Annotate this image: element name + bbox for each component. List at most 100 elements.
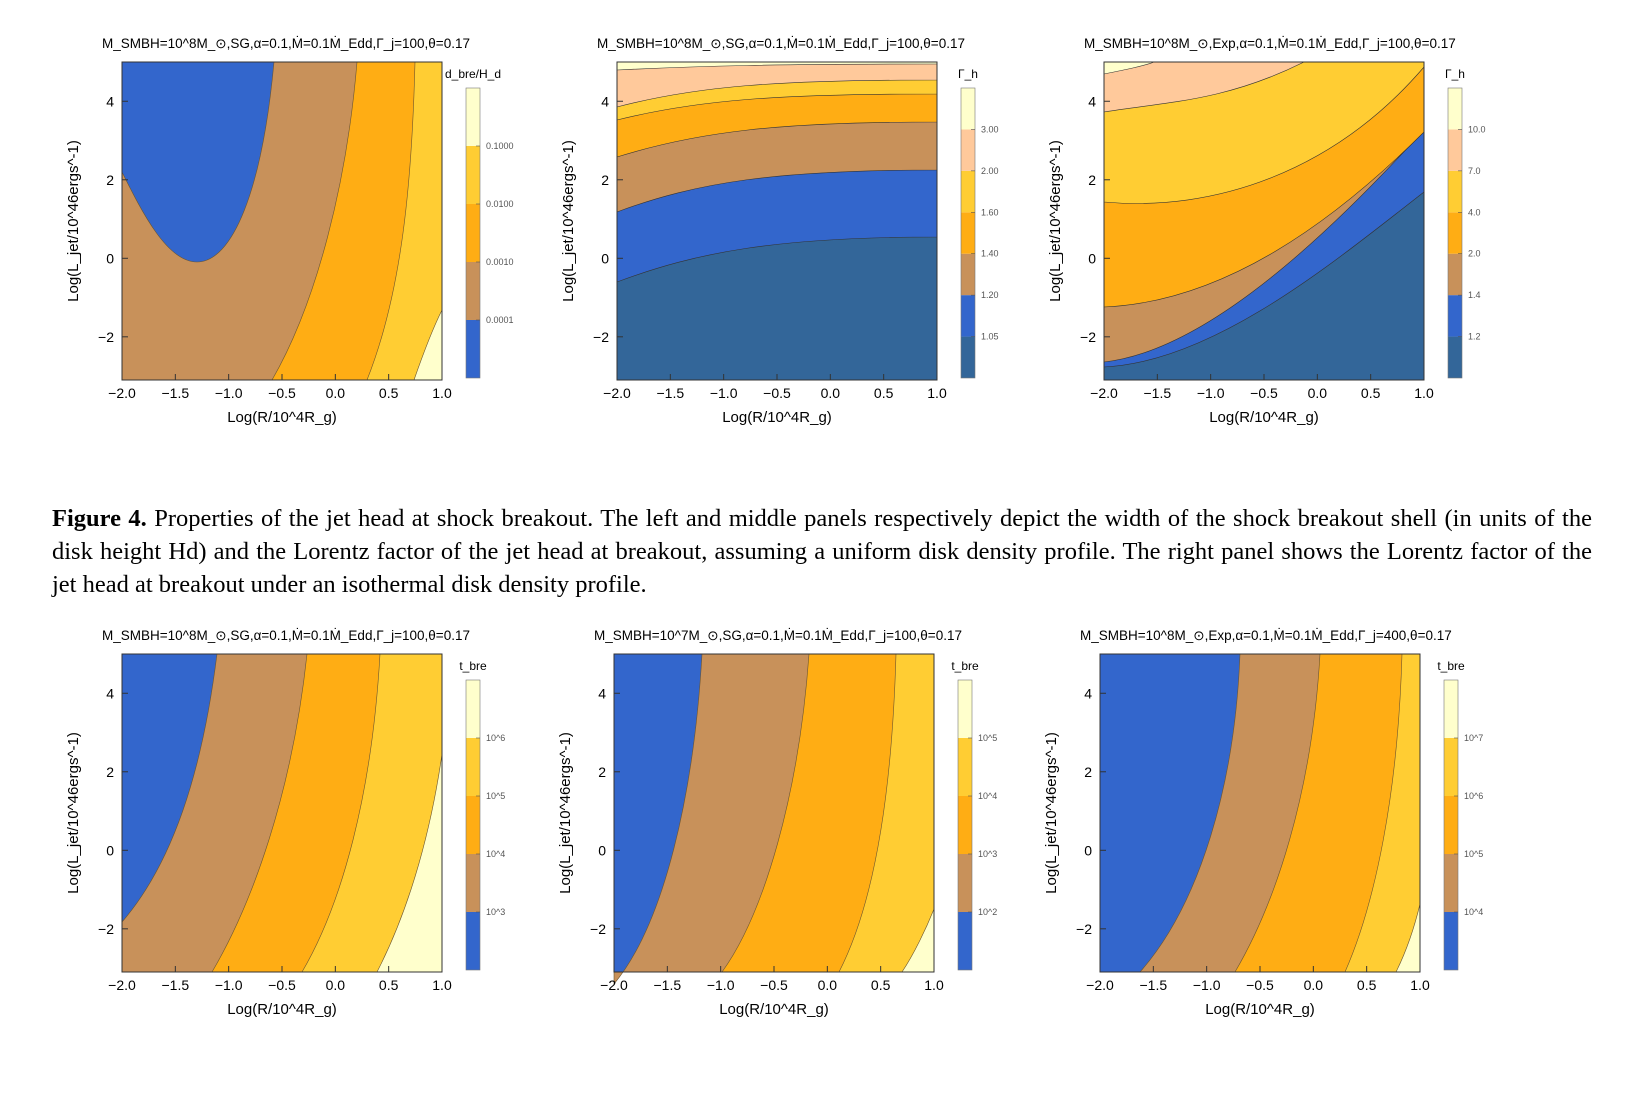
colorbar-segment bbox=[1444, 854, 1458, 912]
x-tick-label: 0.5 bbox=[379, 385, 399, 401]
colorbar-tick-label: 10^3 bbox=[978, 849, 997, 859]
x-tick-label: −1.5 bbox=[162, 977, 190, 993]
x-tick-label: 1.0 bbox=[432, 385, 452, 401]
y-tick-label: 4 bbox=[1084, 685, 1092, 701]
colorbar-label: Γ_h bbox=[1445, 67, 1465, 81]
contour-plot-tbre-1: M_SMBH=10^8M_⊙,SG,α=0.1,Ṁ=0.1Ṁ_Edd,Γ_j=1… bbox=[65, 628, 505, 1018]
colorbar-frame bbox=[465, 679, 481, 971]
caption-text: Properties of the jet head at shock brea… bbox=[52, 505, 1592, 598]
y-axis-label: Log(L_jet/10^46ergs^-1) bbox=[1043, 732, 1060, 894]
caption-label: Figure 4. bbox=[52, 505, 147, 532]
contour-plot-gamma-uniform: M_SMBH=10^8M_⊙,SG,α=0.1,Ṁ=0.1Ṁ_Edd,Γ_j=1… bbox=[560, 36, 999, 426]
panel-title: M_SMBH=10^8M_⊙,SG,α=0.1,Ṁ=0.1Ṁ_Edd,Γ_j=1… bbox=[102, 628, 470, 643]
colorbar-segment bbox=[1448, 88, 1462, 130]
colorbar-segment bbox=[466, 320, 480, 378]
y-tick-label: 4 bbox=[601, 93, 609, 109]
panel-title: M_SMBH=10^8M_⊙,Exp,α=0.1,Ṁ=0.1Ṁ_Edd,Γ_j=… bbox=[1084, 36, 1456, 51]
colorbar-segment bbox=[961, 295, 975, 337]
colorbar-tick-label: 10^2 bbox=[978, 907, 997, 917]
colorbar-tick-label: 10^4 bbox=[486, 849, 505, 859]
x-tick-label: 0.0 bbox=[326, 385, 346, 401]
colorbar-tick-label: 10^3 bbox=[486, 907, 505, 917]
x-tick-label: 0.0 bbox=[818, 977, 838, 993]
y-tick-label: −2 bbox=[1076, 921, 1092, 937]
y-tick-label: −2 bbox=[590, 921, 606, 937]
colorbar-tick-label: 1.40 bbox=[981, 249, 999, 259]
x-tick-label: −0.5 bbox=[1250, 385, 1278, 401]
panel-bottom-right: M_SMBH=10^8M_⊙,Exp,α=0.1,Ṁ=0.1Ṁ_Edd,Γ_j=… bbox=[1038, 620, 1508, 1040]
x-tick-label: 0.5 bbox=[871, 977, 891, 993]
colorbar-segment bbox=[466, 146, 480, 204]
panel-bottom-left: M_SMBH=10^8M_⊙,SG,α=0.1,Ṁ=0.1Ṁ_Edd,Γ_j=1… bbox=[60, 620, 530, 1040]
y-axis-label: Log(L_jet/10^46ergs^-1) bbox=[557, 732, 574, 894]
x-tick-label: −1.0 bbox=[710, 385, 738, 401]
y-tick-label: 2 bbox=[1084, 764, 1092, 780]
x-tick-label: 0.0 bbox=[821, 385, 841, 401]
colorbar-segment bbox=[466, 854, 480, 912]
colorbar-tick-label: 10^4 bbox=[978, 791, 997, 801]
x-tick-label: −0.5 bbox=[760, 977, 788, 993]
x-tick-label: 1.0 bbox=[1410, 977, 1430, 993]
panel-title: M_SMBH=10^8M_⊙,SG,α=0.1,Ṁ=0.1Ṁ_Edd,Γ_j=1… bbox=[597, 36, 965, 51]
colorbar-segment bbox=[1444, 912, 1458, 970]
colorbar-segment bbox=[958, 796, 972, 854]
x-axis-label: Log(R/10^4R_g) bbox=[1209, 409, 1319, 426]
colorbar-segment bbox=[958, 680, 972, 738]
colorbar-tick-label: 10^5 bbox=[1464, 849, 1483, 859]
x-tick-label: 1.0 bbox=[1414, 385, 1434, 401]
colorbar-tick-label: 3.00 bbox=[981, 124, 999, 134]
y-tick-label: 2 bbox=[106, 764, 114, 780]
x-tick-label: −0.5 bbox=[268, 977, 296, 993]
x-tick-label: −1.5 bbox=[657, 385, 685, 401]
y-tick-label: −2 bbox=[1080, 329, 1096, 345]
colorbar-segment bbox=[961, 336, 975, 378]
colorbar-tick-label: 10^5 bbox=[486, 791, 505, 801]
x-axis-label: Log(R/10^4R_g) bbox=[227, 409, 337, 426]
x-tick-label: 0.0 bbox=[326, 977, 346, 993]
colorbar-tick-label: 0.1000 bbox=[486, 141, 514, 151]
colorbar-segment bbox=[961, 129, 975, 171]
x-tick-label: −1.0 bbox=[1197, 385, 1225, 401]
x-tick-label: −2.0 bbox=[108, 977, 136, 993]
colorbar-frame bbox=[957, 679, 973, 971]
figure-caption: Figure 4. Properties of the jet head at … bbox=[52, 502, 1592, 601]
y-axis-label: Log(L_jet/10^46ergs^-1) bbox=[1047, 140, 1064, 302]
y-tick-label: 0 bbox=[106, 842, 114, 858]
colorbar-frame bbox=[1447, 87, 1463, 379]
colorbar-tick-label: 10^5 bbox=[978, 733, 997, 743]
colorbar-frame bbox=[465, 87, 481, 379]
colorbar-segment bbox=[958, 854, 972, 912]
colorbar-label: Γ_h bbox=[958, 67, 978, 81]
colorbar-segment bbox=[466, 796, 480, 854]
colorbar-tick-label: 1.60 bbox=[981, 207, 999, 217]
colorbar-tick-label: 10^7 bbox=[1464, 733, 1483, 743]
colorbar-segment bbox=[1448, 295, 1462, 337]
x-tick-label: −1.0 bbox=[707, 977, 735, 993]
x-tick-label: 0.0 bbox=[1304, 977, 1324, 993]
x-tick-label: −1.0 bbox=[215, 385, 243, 401]
x-tick-label: 0.0 bbox=[1308, 385, 1328, 401]
colorbar-tick-label: 1.20 bbox=[981, 290, 999, 300]
colorbar-segment bbox=[1448, 212, 1462, 254]
x-tick-label: −1.0 bbox=[215, 977, 243, 993]
x-tick-label: −2.0 bbox=[603, 385, 631, 401]
contour-plot-dbre: M_SMBH=10^8M_⊙,SG,α=0.1,Ṁ=0.1Ṁ_Edd,Γ_j=1… bbox=[65, 36, 514, 426]
y-tick-label: 2 bbox=[598, 764, 606, 780]
y-tick-label: −2 bbox=[593, 329, 609, 345]
colorbar-tick-label: 2.00 bbox=[981, 166, 999, 176]
colorbar-tick-label: 2.0 bbox=[1468, 249, 1481, 259]
x-axis-label: Log(R/10^4R_g) bbox=[719, 1001, 829, 1018]
y-tick-label: 2 bbox=[1088, 172, 1096, 188]
x-tick-label: 0.5 bbox=[379, 977, 399, 993]
panel-top-left: M_SMBH=10^8M_⊙,SG,α=0.1,Ṁ=0.1Ṁ_Edd,Γ_j=1… bbox=[60, 28, 530, 448]
x-tick-label: −1.5 bbox=[1144, 385, 1172, 401]
colorbar-label: t_bre bbox=[1437, 659, 1465, 673]
x-tick-label: −1.5 bbox=[1140, 977, 1168, 993]
colorbar-tick-label: 10^4 bbox=[1464, 907, 1483, 917]
colorbar-segment bbox=[466, 738, 480, 796]
colorbar-segment bbox=[1448, 129, 1462, 171]
y-tick-label: 2 bbox=[106, 172, 114, 188]
colorbar-label: t_bre bbox=[459, 659, 487, 673]
y-axis-label: Log(L_jet/10^46ergs^-1) bbox=[65, 732, 82, 894]
panel-title: M_SMBH=10^8M_⊙,Exp,α=0.1,Ṁ=0.1Ṁ_Edd,Γ_j=… bbox=[1080, 628, 1452, 643]
